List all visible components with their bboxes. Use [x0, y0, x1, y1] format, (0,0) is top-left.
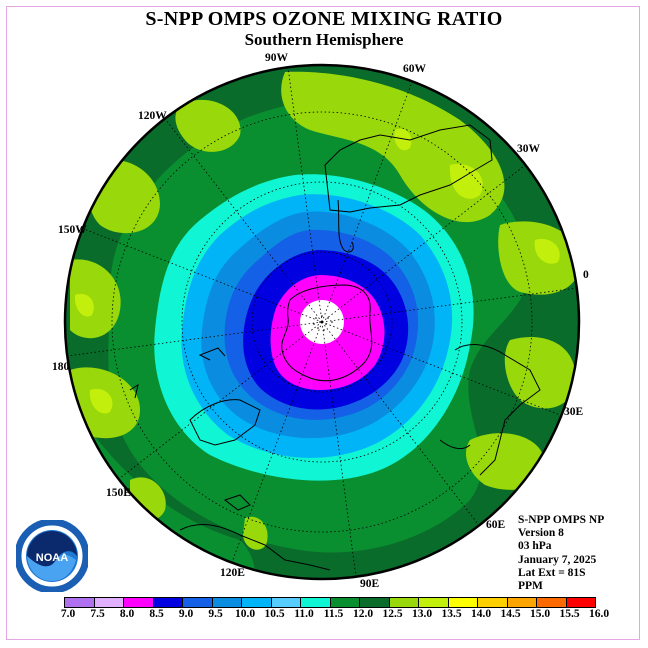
- antarctic-peninsula: [337, 199, 354, 253]
- colorbar-tick-label: 12.5: [382, 608, 403, 620]
- info-pressure: 03 hPa: [518, 540, 552, 553]
- info-date: January 7, 2025: [518, 553, 597, 566]
- ozone-patch-lime-s: [243, 516, 268, 550]
- colorbar-swatch: [447, 597, 478, 608]
- colorbar: [64, 597, 596, 608]
- colorbar-tick-label: 8.0: [119, 608, 135, 620]
- colorbar-tick-label: 14.0: [470, 608, 492, 620]
- colorbar-swatch: [93, 597, 124, 608]
- colorbar-tick-label: 8.5: [149, 608, 164, 620]
- colorbar-tick-label: 11.5: [323, 608, 344, 620]
- ozone-peak-1: [394, 128, 412, 151]
- colorbar-tick-label: 7.5: [90, 608, 105, 620]
- map-boundary: [63, 63, 581, 581]
- colorbar-swatch: [565, 597, 596, 608]
- colorbar-tick-label: 9.0: [178, 608, 194, 620]
- lon-label-120w: 120W: [138, 110, 167, 122]
- lon-label-30e: 30E: [564, 406, 584, 418]
- ozone-patch-lime-w2: [70, 259, 121, 339]
- colorbar-swatch: [152, 597, 183, 608]
- contour-field: [65, 65, 579, 579]
- colorbar-swatch: [506, 597, 537, 608]
- colorbar-swatch: [388, 597, 419, 608]
- colorbar-swatch: [241, 597, 272, 608]
- lon-label-120e: 120E: [220, 567, 245, 579]
- colorbar-swatch: [270, 597, 301, 608]
- lon-label-150w: 150W: [58, 224, 87, 236]
- ozone-patch-lime-e1: [498, 221, 579, 295]
- map-subtitle: Southern Hemisphere: [244, 30, 404, 49]
- ozone-peak-5: [89, 388, 113, 414]
- lon-label-180: 180: [52, 361, 70, 373]
- colorbar-tick-label: 14.5: [500, 608, 521, 620]
- tasmania: [223, 494, 251, 511]
- lon-label-90e: 90E: [360, 578, 380, 590]
- lon-label-90w: 90W: [265, 52, 289, 64]
- island-1: [198, 347, 226, 361]
- lon-label-30w: 30W: [517, 143, 541, 155]
- colorbar-tick-label: 13.0: [411, 608, 433, 620]
- lon-label-0: 0: [583, 269, 589, 281]
- colorbar-tick-label: 13.5: [441, 608, 462, 620]
- noaa-logo-text: NOAA: [36, 552, 68, 564]
- colorbar-swatch: [64, 597, 95, 608]
- colorbar-swatch: [300, 597, 331, 608]
- polar-gap-dots: [313, 315, 333, 331]
- ozone-patch-lime-north: [281, 71, 505, 223]
- antarctica-coast: [281, 284, 373, 382]
- madagascar-coast: [439, 439, 471, 450]
- ozone-peak-2: [449, 164, 483, 199]
- colorbar-swatch: [329, 597, 360, 608]
- colorbar-tick-label: 7.0: [60, 608, 76, 620]
- colorbar-swatch: [182, 597, 213, 608]
- longitude-labels: 90W 60W 30W 0 30E 60E 90E 120E 150E 180 …: [52, 52, 589, 590]
- south-america-coast: [324, 124, 493, 213]
- noaa-logo: NOAA: [16, 520, 88, 592]
- lon-label-60w: 60W: [403, 63, 427, 75]
- ozone-peak-4: [534, 238, 560, 264]
- colorbar-swatch: [123, 597, 154, 608]
- lon-label-150e: 150E: [106, 487, 131, 499]
- colorbar-tick-label: 15.5: [559, 608, 580, 620]
- colorbar-tick-label: 11.0: [294, 608, 314, 620]
- map-title: S-NPP OMPS OZONE MIXING RATIO: [145, 8, 503, 30]
- colorbar-swatch: [211, 597, 242, 608]
- ozone-patch-lime-nw: [175, 99, 241, 152]
- info-units: PPM: [518, 580, 543, 593]
- info-lat-extent: Lat Ext = 81S: [518, 566, 586, 579]
- graticule: [66, 66, 578, 578]
- colorbar-tick-label: 10.5: [264, 608, 285, 620]
- lon-label-60e: 60E: [486, 519, 506, 531]
- colorbar-ticks: 7.0 7.5 8.0 8.5 9.0 9.5 10.0 10.5 11.0 11.5 12.0 12…: [0, 608, 648, 622]
- colorbar-swatch: [536, 597, 567, 608]
- colorbar-tick-label: 9.5: [208, 608, 223, 620]
- colorbar-tick-label: 16.0: [588, 608, 610, 620]
- australia-south-coast: [179, 524, 331, 571]
- island-2: [129, 383, 139, 399]
- info-version: Version 8: [518, 527, 564, 540]
- australia-coast: [189, 399, 261, 446]
- africa-coast: [454, 344, 541, 476]
- ozone-patch-lime-e3: [465, 433, 545, 490]
- ozone-peak-3: [74, 293, 94, 317]
- colorbar-swatch: [477, 597, 508, 608]
- colorbar-tick-label: 12.0: [352, 608, 374, 620]
- coastlines: [129, 124, 541, 571]
- info-panel: S-NPP OMPS NP Version 8 03 hPa January 7…: [518, 514, 642, 593]
- colorbar-tick-label: 15.0: [529, 608, 551, 620]
- colorbar-swatch: [359, 597, 390, 608]
- colorbar-tick-label: 10.0: [234, 608, 256, 620]
- ozone-patch-lime-e2: [504, 337, 576, 409]
- info-instrument: S-NPP OMPS NP: [518, 514, 605, 526]
- colorbar-swatch: [418, 597, 449, 608]
